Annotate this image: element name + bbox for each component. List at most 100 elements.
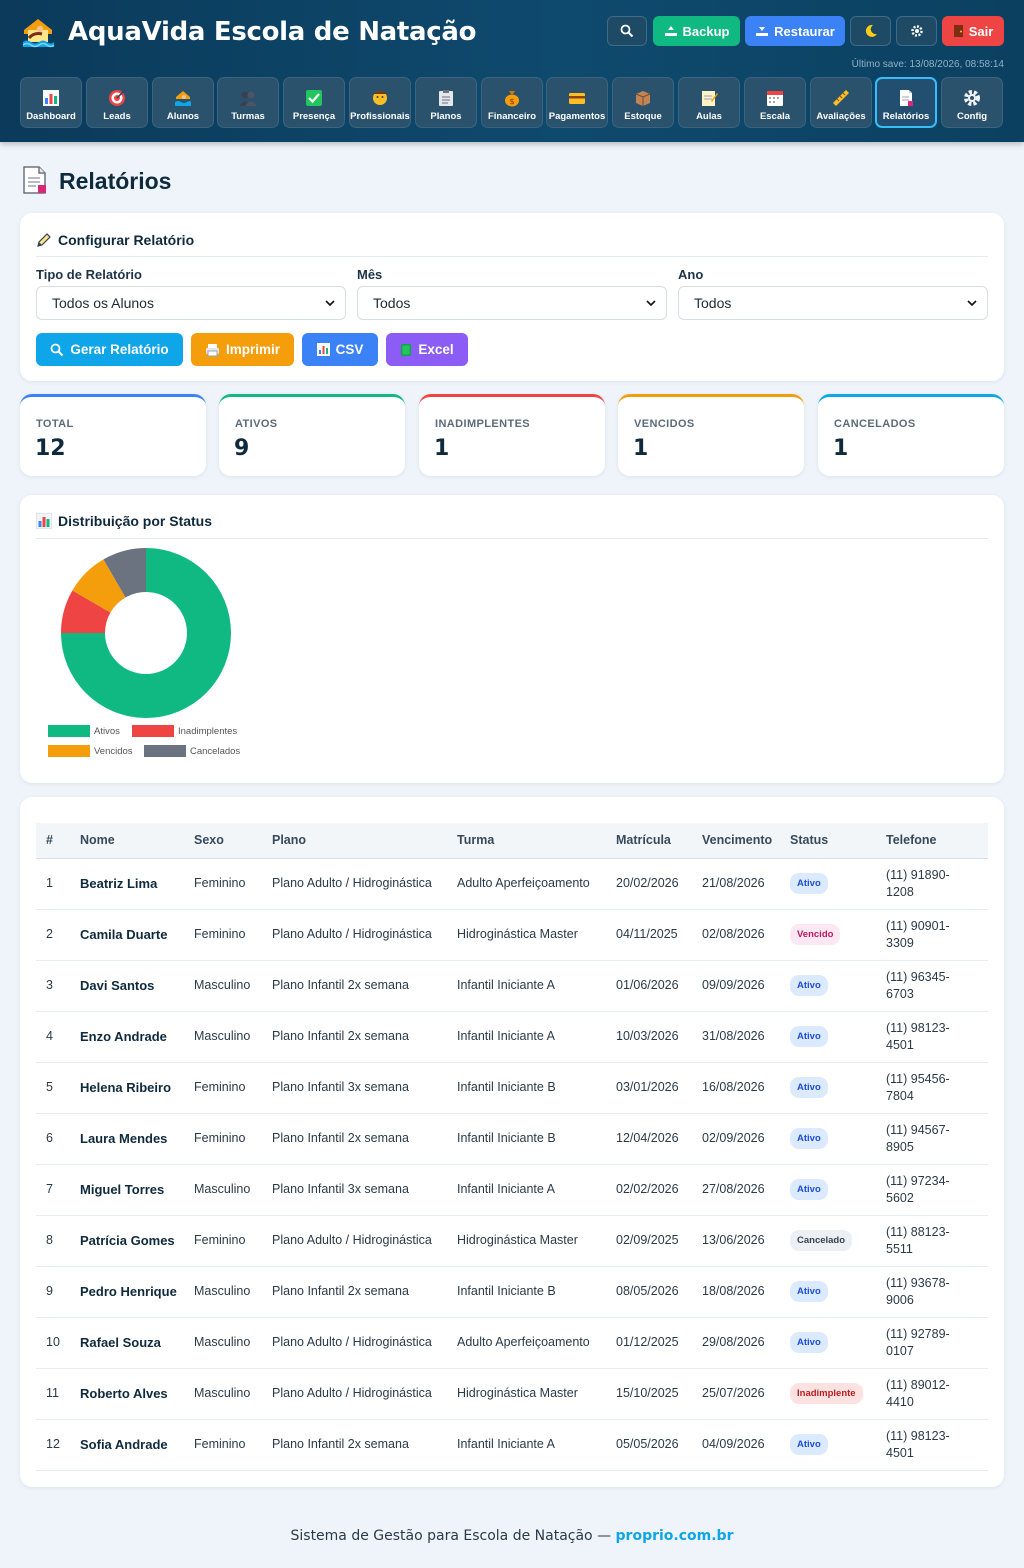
nav-config[interactable]: Config: [941, 77, 1003, 128]
cell-class: Infantil Iniciante A: [457, 1182, 555, 1196]
col-header: Vencimento: [702, 823, 790, 859]
cell-status: Ativo: [790, 1113, 886, 1164]
nav-presenca[interactable]: Presença: [283, 77, 345, 128]
col-header: Nome: [80, 823, 194, 859]
main-nav: Dashboard Leads Alunos Turmas Presença P…: [20, 77, 1004, 129]
footer-text: Sistema de Gestão para Escola de Natação…: [290, 1528, 612, 1544]
nav-profissionais[interactable]: Profissionais: [349, 77, 411, 128]
credit-card-icon: [569, 93, 585, 104]
backup-button[interactable]: Backup: [653, 16, 740, 46]
chevron-down-icon: [325, 300, 335, 307]
stat-cancelados: CANCELADOS 1: [818, 394, 1004, 476]
status-badge: Ativo: [790, 1026, 828, 1047]
cell-plan: Plano Adulto / Hidroginástica: [272, 1335, 432, 1349]
gear-icon: [910, 25, 923, 37]
cell-phone: (11) 93678-9006: [886, 1275, 950, 1307]
notepad-icon: [702, 91, 718, 106]
cell-due-date: 21/08/2026: [702, 876, 765, 890]
cell-index: 1: [46, 876, 53, 890]
cell-class: Infantil Iniciante B: [457, 1080, 556, 1094]
col-header: Status: [790, 823, 886, 859]
nav-aulas[interactable]: Aulas: [678, 77, 740, 128]
nav-dashboard[interactable]: Dashboard: [20, 77, 82, 128]
footer-link[interactable]: proprio.com.br: [615, 1528, 734, 1544]
cell-sex: Masculino: [194, 1182, 251, 1196]
divider: [36, 538, 988, 539]
cell-sex: Masculino: [194, 1335, 251, 1349]
nav-leads[interactable]: Leads: [86, 77, 148, 128]
last-save-text: Último save: 13/08/2026, 08:58:14: [851, 59, 1004, 70]
cell-sex: Masculino: [194, 978, 251, 992]
nav-turmas[interactable]: Turmas: [217, 77, 279, 128]
cell-due-date: 13/06/2026: [702, 1233, 765, 1247]
tipo-select[interactable]: Todos os Alunos: [36, 286, 346, 320]
app-title: AquaVida Escola de Natação: [68, 17, 477, 47]
mes-select[interactable]: Todos: [357, 286, 667, 320]
cell-class: Infantil Iniciante A: [457, 978, 555, 992]
csv-export-button[interactable]: CSV: [302, 333, 378, 366]
cell-index: 8: [46, 1233, 53, 1247]
cell-enrollment-date: 01/12/2025: [616, 1335, 679, 1349]
nav-avaliacoes[interactable]: Avaliações: [810, 77, 872, 128]
cell-name: Roberto Alves: [80, 1386, 168, 1401]
nav-planos[interactable]: Planos: [415, 77, 477, 128]
cell-plan: Plano Adulto / Hidroginástica: [272, 1386, 432, 1400]
download-icon: [756, 27, 769, 36]
nav-relatorios[interactable]: Relatórios: [875, 77, 937, 128]
logout-button[interactable]: Sair: [942, 16, 1004, 46]
col-header: Plano: [272, 823, 457, 859]
print-button[interactable]: Imprimir: [191, 333, 294, 366]
cell-index: 9: [46, 1284, 53, 1298]
cell-sex: Masculino: [194, 1284, 251, 1298]
legend-swatch: [144, 745, 186, 757]
nav-financeiro[interactable]: $ Financeiro: [481, 77, 543, 128]
cell-due-date: 04/09/2026: [702, 1437, 765, 1451]
printer-icon: [205, 343, 219, 356]
cell-status: Ativo: [790, 858, 886, 909]
cell-phone: (11) 98123-4501: [886, 1020, 950, 1052]
cell-due-date: 16/08/2026: [702, 1080, 765, 1094]
cell-phone: (11) 90901-3309: [886, 918, 950, 950]
cell-phone: (11) 89012-4410: [886, 1377, 950, 1409]
ano-select[interactable]: Todos: [678, 286, 988, 320]
cell-enrollment-date: 12/04/2026: [616, 1131, 679, 1145]
cell-sex: Masculino: [194, 1029, 251, 1043]
nav-escala[interactable]: Escala: [744, 77, 806, 128]
cell-status: Vencido: [790, 909, 886, 960]
nav-alunos[interactable]: Alunos: [152, 77, 214, 128]
cell-due-date: 27/08/2026: [702, 1182, 765, 1196]
cell-name: Rafael Souza: [80, 1335, 161, 1350]
nav-estoque[interactable]: Estoque: [612, 77, 674, 128]
swimmer-logo-icon: [22, 19, 55, 48]
cell-phone: (11) 91890-1208: [886, 867, 950, 899]
cell-index: 11: [46, 1386, 59, 1400]
tipo-label: Tipo de Relatório: [36, 267, 142, 282]
table-row: 10 Rafael Souza Masculino Plano Adulto / Hi…: [36, 1317, 988, 1368]
cell-phone: (11) 96345-6703: [886, 969, 950, 1001]
cell-name: Helena Ribeiro: [80, 1080, 172, 1095]
cell-sex: Feminino: [194, 1437, 246, 1451]
status-badge: Ativo: [790, 1128, 828, 1149]
generate-report-button[interactable]: Gerar Relatório: [36, 333, 183, 366]
settings-button[interactable]: [896, 16, 937, 46]
cell-phone: (11) 98123-4501: [886, 1428, 950, 1460]
cell-sex: Feminino: [194, 1233, 246, 1247]
gear-icon: [964, 90, 980, 106]
table-row: 9 Pedro Henrique Masculino Plano Infantil 2…: [36, 1266, 988, 1317]
nav-pagamentos[interactable]: Pagamentos: [546, 77, 608, 128]
col-header: Turma: [457, 823, 616, 859]
restore-button[interactable]: Restaurar: [745, 16, 845, 46]
excel-export-button[interactable]: Excel: [386, 333, 468, 366]
cell-index: 7: [46, 1182, 53, 1196]
legend-swatch: [48, 725, 90, 737]
col-header: #: [36, 823, 80, 859]
legend-label: Ativos: [94, 725, 120, 737]
status-distribution-card: Distribuição por Status Ativos Inadimplen…: [20, 495, 1004, 783]
table-row: 11 Roberto Alves Masculino Plano Adulto / H…: [36, 1368, 988, 1419]
theme-toggle-button[interactable]: [850, 16, 891, 46]
swimmer-icon: [175, 91, 191, 106]
status-donut-chart: [61, 548, 231, 718]
search-button[interactable]: [607, 16, 647, 46]
cell-name: Pedro Henrique: [80, 1284, 177, 1299]
col-header: Telefone: [886, 823, 988, 859]
